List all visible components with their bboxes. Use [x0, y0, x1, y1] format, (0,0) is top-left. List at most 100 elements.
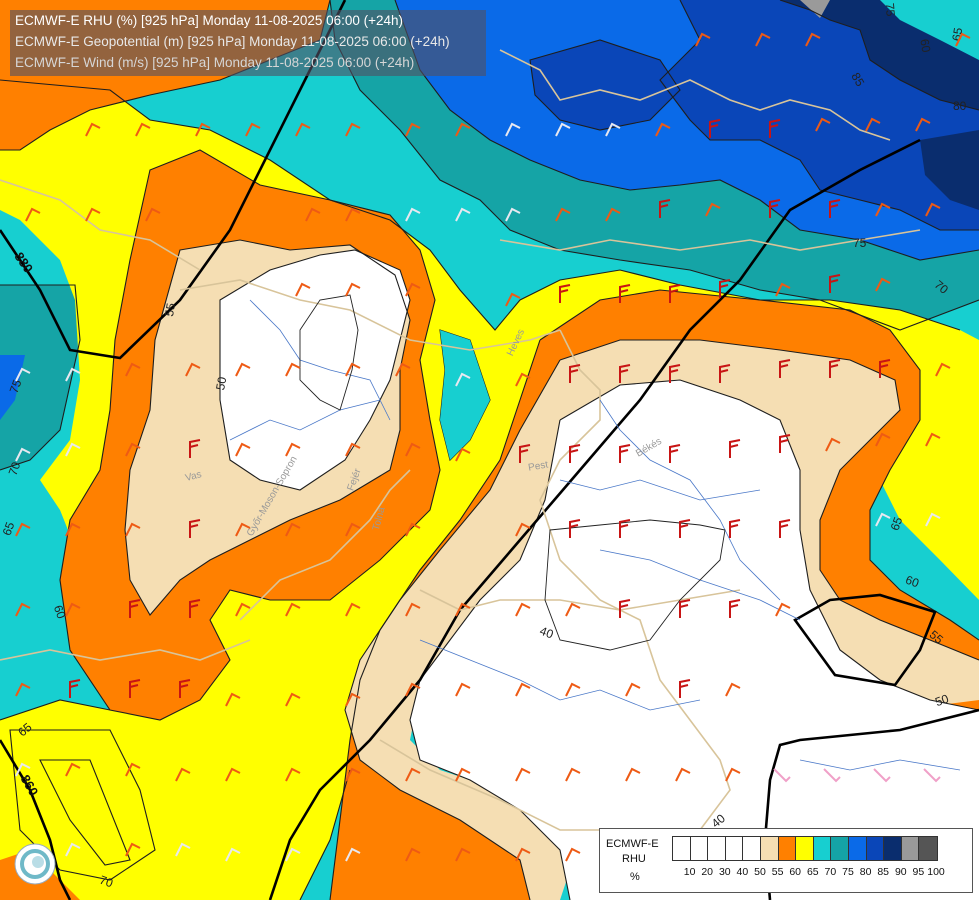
color-legend: ECMWF-E RHU % 10 20 30 40 50 55 60 65 70 75 80 85 90…	[599, 828, 973, 893]
wind-barb-icon	[705, 202, 721, 217]
wind-barb-icon	[719, 364, 731, 383]
wind-barb-icon	[405, 442, 421, 457]
legend-swatches	[672, 836, 938, 861]
legend-swatch	[919, 837, 937, 860]
legend-tick-label: 10	[683, 866, 696, 878]
wind-barb-icon	[85, 122, 101, 137]
wind-barb-icon	[405, 682, 421, 697]
wind-barb-icon	[455, 847, 471, 862]
legend-swatch	[690, 837, 709, 860]
wind-barb-icon	[875, 512, 891, 527]
wind-barb-icon	[285, 442, 301, 457]
wind-barb-icon	[189, 439, 201, 458]
wind-barb-icon	[225, 847, 241, 862]
wind-barb-icon	[285, 767, 301, 782]
wind-barb-icon	[729, 599, 741, 618]
wind-barb-icon	[659, 199, 671, 218]
wind-barb-icon	[695, 32, 711, 47]
wind-barb-icon	[125, 522, 141, 537]
wind-barb-icon	[285, 522, 301, 537]
rhu-label: 55	[162, 302, 178, 318]
legend-swatch	[866, 837, 885, 860]
wind-barb-icon	[345, 207, 361, 222]
map-title-box: ECMWF-E RHU (%) [925 hPa] Monday 11-08-2…	[10, 10, 486, 76]
wind-barb-icon	[405, 602, 421, 617]
wind-barb-icon	[955, 32, 971, 47]
wind-barb-icon	[675, 767, 691, 782]
wind-barb-icon	[235, 362, 251, 377]
wind-barb-icon	[345, 767, 361, 782]
rhu-label: 50	[933, 691, 951, 709]
borders	[0, 49, 921, 831]
wind-barb-icon	[505, 207, 521, 222]
wind-barb-icon	[779, 519, 791, 538]
legend-swatch	[673, 837, 691, 860]
wind-barb-icon	[129, 679, 141, 698]
wind-barb-icon	[455, 602, 471, 617]
rhu-70-corner	[880, 0, 979, 60]
legend-tick-label: 20	[701, 866, 714, 878]
legend-swatch	[848, 837, 867, 860]
wind-barb-icon	[189, 599, 201, 618]
wind-barb-icon	[285, 602, 301, 617]
wind-barb-icon	[65, 762, 81, 777]
wind-barb-icon	[719, 279, 731, 298]
wind-barb-icon	[755, 32, 771, 47]
wind-barb-icon	[405, 767, 421, 782]
wind-barb-icon	[505, 122, 521, 137]
wind-barb-icon	[709, 119, 721, 138]
wind-barb-icon	[569, 519, 581, 538]
wind-barb-icon	[559, 284, 571, 303]
wind-barb-icon	[85, 207, 101, 222]
wind-barb-icon	[565, 682, 581, 697]
wind-barb-icon	[455, 207, 471, 222]
rhu-label: 60	[904, 573, 922, 591]
wind-barb-icon	[225, 692, 241, 707]
wind-barb-icon	[145, 207, 161, 222]
wind-barbs	[15, 32, 971, 862]
title-geopotential: ECMWF-E Geopotential (m) [925 hPa] Monda…	[15, 34, 450, 49]
wind-barb-icon	[225, 767, 241, 782]
wind-barb-icon	[829, 274, 841, 293]
legend-swatch	[743, 837, 761, 860]
legend-tick-label: 75	[842, 866, 854, 878]
rhu-label: 70	[98, 873, 116, 891]
legend-swatch	[708, 837, 726, 860]
wind-barb-icon	[295, 282, 311, 297]
wind-barb-icon	[555, 122, 571, 137]
wind-barb-icon	[65, 442, 81, 457]
wind-barb-icon	[679, 679, 691, 698]
wind-barb-icon	[565, 767, 581, 782]
wind-barb-icon	[179, 679, 191, 698]
rhu-label: 65	[949, 26, 965, 42]
wind-barb-icon	[619, 599, 631, 618]
place-label: Pest	[527, 459, 549, 473]
wind-barb-icon	[15, 602, 31, 617]
wind-barb-icon	[515, 847, 531, 862]
legend-tick-label: 95	[912, 866, 925, 878]
title-rhu: ECMWF-E RHU (%) [925 hPa] Monday 11-08-2…	[15, 13, 404, 28]
wind-barb-icon	[285, 362, 301, 377]
wind-barb-icon	[879, 359, 891, 378]
legend-variable: RHU	[622, 853, 646, 865]
wind-barb-icon	[779, 359, 791, 378]
legend-ticks: 10 20 30 40 50 55 60 65 70 75 80 85 90 95 100	[672, 866, 972, 882]
wind-barb-icon	[175, 842, 191, 857]
wind-barb-icon	[925, 512, 941, 527]
rhu-label: 50	[213, 375, 229, 391]
wind-barb-icon	[865, 117, 881, 132]
legend-tick-label: 60	[789, 866, 802, 878]
wind-barb-icon	[235, 522, 251, 537]
title-wind: ECMWF-E Wind (m/s) [925 hPa] Monday 11-0…	[15, 55, 415, 70]
wind-barb-icon	[925, 432, 941, 447]
wind-barb-icon	[619, 519, 631, 538]
wind-barb-icon	[779, 434, 791, 453]
rhu-50-area	[220, 250, 410, 490]
wind-barb-icon	[515, 767, 531, 782]
legend-swatch	[760, 837, 779, 860]
wind-barb-icon	[195, 122, 211, 137]
legend-tick-label: 55	[771, 866, 784, 878]
wind-barb-icon	[65, 367, 81, 382]
county-lines	[299, 294, 726, 651]
wind-barb-icon	[15, 367, 31, 382]
